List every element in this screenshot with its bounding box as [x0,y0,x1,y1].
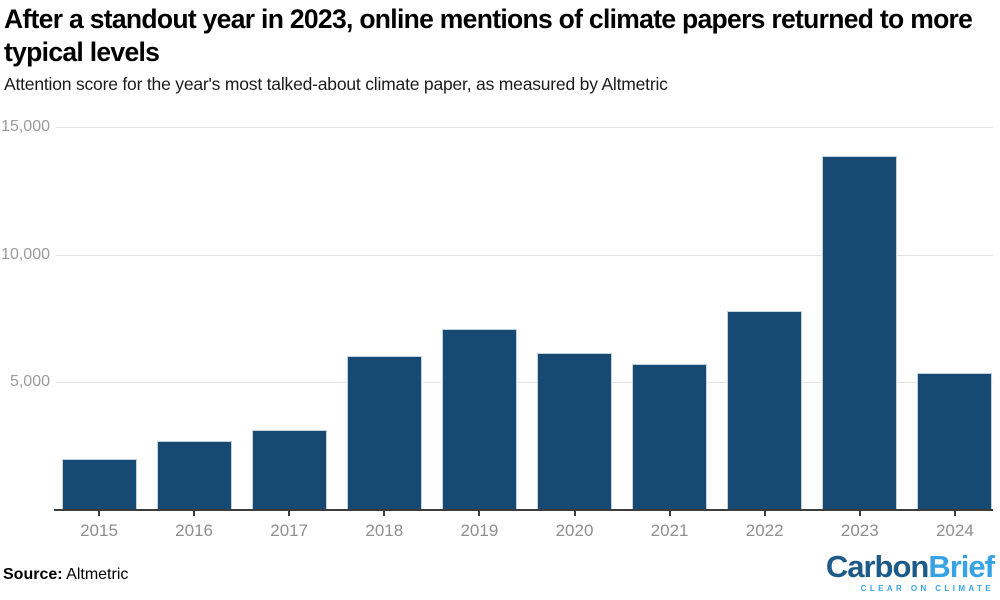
x-tick-label-2024: 2024 [935,521,974,540]
bar-2020 [537,352,612,510]
chart-title-line-1: After a standout year in 2023, online me… [4,4,973,34]
x-tick-2019 [478,511,481,516]
y-tick-label-15000: 15,000 [1,118,50,135]
x-axis-line [54,509,993,511]
x-tick-label-2018: 2018 [365,521,404,540]
y-tick-label-10000: 10,000 [1,245,50,263]
x-tick-label-2021: 2021 [650,521,689,540]
x-tick-2018 [383,511,386,516]
chart-title: After a standout year in 2023, online me… [4,3,1000,69]
x-tick-2015 [98,511,100,516]
x-tick-2023 [858,511,861,516]
carbonbrief-wordmark: CarbonBrief [825,549,995,584]
bar-2016 [156,441,232,510]
bar-2021 [632,364,708,510]
logo-text-carbon: Carbon [825,549,929,584]
chart-subtitle: Attention score for the year's most talk… [4,74,668,94]
x-tick-label-2020: 2020 [555,521,594,540]
x-tick-2020 [573,511,576,516]
logo-tagline: CLEAR ON CLIMATE [860,584,994,593]
chart-title-line-2: typical levels [4,37,160,67]
gridline-5000 [56,382,993,384]
y-tick-label-5000: 5,000 [9,373,50,391]
x-tick-label-2022: 2022 [745,521,784,540]
x-tick-label-2016: 2016 [175,521,213,540]
bar-2019 [441,328,517,510]
x-tick-2024 [953,511,956,516]
plot-area [56,127,993,510]
x-tick-label-2019: 2019 [460,521,499,540]
bar-2017 [251,429,327,510]
x-tick-label-2017: 2017 [270,521,309,540]
bar-2023 [822,155,898,510]
source-label: Source: [3,566,63,583]
logo-text-brief: Brief [928,549,995,584]
x-tick-2022 [763,511,766,516]
bar-2024 [917,372,993,510]
bar-2022 [727,310,803,510]
bar-2015 [61,458,137,510]
source-value: Altmetric [66,566,129,583]
x-tick-2017 [288,511,291,516]
x-tick-label-2023: 2023 [840,521,879,540]
bar-2018 [346,355,422,510]
x-tick-label-2015: 2015 [80,521,118,540]
gridline-10000 [56,254,993,256]
x-tick-2021 [668,511,671,516]
source-line: Source: Altmetric [3,566,128,584]
carbonbrief-logo: CarbonBrief CLEAR ON CLIMATE [825,549,995,593]
gridline-15000 [56,127,993,128]
x-tick-2016 [193,511,196,516]
